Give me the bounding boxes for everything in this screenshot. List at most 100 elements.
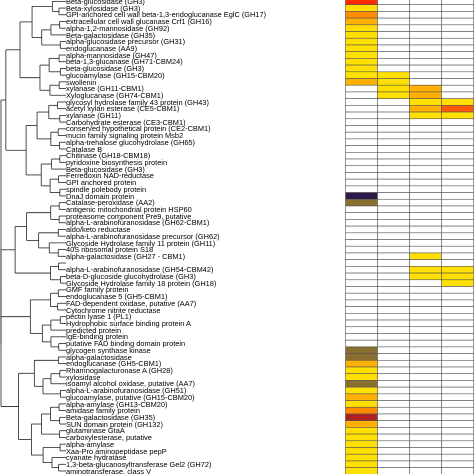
heatmap-cell (345, 266, 378, 274)
row-label: GMF family protein (66, 286, 129, 295)
row-label: glycogen synthase kinase (66, 346, 151, 355)
heatmap-cell (377, 333, 410, 341)
row-label: cyanate hydratase (66, 454, 127, 463)
row-label: Chitinase (GH18-CBM18) (66, 152, 151, 161)
heatmap-cell (345, 17, 378, 26)
heatmap-cell (377, 145, 410, 153)
row-label: IgE-binding protein (66, 333, 129, 342)
row-label: Beta-galactosidase (GH35) (66, 31, 156, 40)
heatmap-cell (377, 279, 410, 287)
heatmap-cell (345, 453, 378, 462)
heatmap-cell (345, 138, 378, 146)
heatmap-cell (409, 24, 442, 32)
heatmap-cell (441, 299, 474, 307)
heatmap-cell (441, 292, 474, 301)
heatmap-cell (345, 185, 378, 193)
heatmap-cell (441, 225, 474, 234)
heatmap-cell (345, 272, 378, 281)
heatmap-cell (345, 84, 378, 93)
heatmap-cell (377, 286, 410, 294)
heatmap-cell (377, 339, 410, 348)
heatmap-cell (345, 427, 378, 435)
heatmap-cell (441, 158, 474, 167)
heatmap-cell (345, 420, 378, 428)
heatmap-cell (377, 319, 410, 328)
heatmap-cell (441, 406, 474, 415)
heatmap-cell (441, 306, 474, 314)
row-label: GPI-anchored cell wall beta-1,3-endogluc… (66, 11, 267, 20)
heatmap-cell (377, 152, 410, 160)
heatmap-cell (409, 373, 442, 381)
row-label: glucoamylase (GH15-CBM20) (66, 71, 165, 80)
heatmap-cell (441, 366, 474, 375)
heatmap-cell (441, 131, 474, 140)
heatmap-cell (441, 326, 474, 334)
heatmap-cell (409, 400, 442, 408)
row-label: glycosyl hydrolase family 43 protein (GH… (66, 98, 209, 107)
heatmap-cell (377, 51, 410, 59)
heatmap-cell (409, 353, 442, 361)
heatmap-cell (409, 319, 442, 328)
row-label: Catalase B (66, 145, 103, 154)
heatmap-cell (377, 427, 410, 435)
heatmap-cell (441, 37, 474, 46)
heatmap-cell (377, 460, 410, 468)
heatmap-cell (409, 138, 442, 146)
heatmap-cell (377, 386, 410, 395)
heatmap-cell (345, 359, 378, 368)
heatmap-cell (345, 299, 378, 307)
heatmap-cell (409, 447, 442, 455)
row-label: amidase family protein (66, 407, 140, 416)
heatmap-cell (377, 219, 410, 227)
heatmap-cell (377, 346, 410, 354)
heatmap-cell (345, 198, 378, 207)
heatmap-cell (441, 333, 474, 341)
heatmap-cell (409, 219, 442, 227)
heatmap-cell (409, 37, 442, 46)
heatmap-cell (409, 185, 442, 193)
heatmap-cell (377, 326, 410, 334)
heatmap-cell (441, 239, 474, 247)
heatmap-cell (409, 105, 442, 113)
heatmap-cell (377, 125, 410, 133)
heatmap-cell (441, 138, 474, 146)
heatmap-cell (345, 98, 378, 106)
heatmap-cell (441, 420, 474, 428)
row-label: spindle polebody protein (66, 185, 147, 194)
heatmap-cell (441, 84, 474, 93)
heatmap-cell (345, 292, 378, 301)
heatmap-cell (377, 413, 410, 421)
heatmap-cell (441, 198, 474, 207)
heatmap-cell (409, 11, 442, 19)
heatmap-cell (441, 152, 474, 160)
heatmap-cell (441, 4, 474, 12)
heatmap-cell (377, 58, 410, 66)
row-label: Rhamnogalacturonase A (GH28) (66, 367, 173, 375)
row-label: Cytochrome nitrite reductase (66, 306, 161, 315)
row-label: alpha-glucosidase precursor (GH31) (66, 38, 186, 47)
heatmap-cell (377, 44, 410, 52)
heatmap-cell (409, 44, 442, 52)
heatmap-cell (377, 37, 410, 46)
row-label: Carbohydrate esterase (CE3-CBM1) (66, 118, 186, 127)
heatmap-cell (345, 111, 378, 120)
heatmap-cell (345, 212, 378, 220)
heatmap-cell (409, 0, 442, 6)
heatmap-cell (409, 393, 442, 401)
heatmap-cell (377, 98, 410, 106)
heatmap-cell (441, 17, 474, 26)
heatmap-cell (377, 232, 410, 240)
heatmap-cell (441, 192, 474, 200)
heatmap-grid (345, 0, 474, 474)
heatmap-cell (441, 24, 474, 32)
dendrogram (0, 0, 66, 472)
heatmap-cell (345, 178, 378, 187)
row-label: Xaa-Pro aminopeptidase pepP (66, 447, 167, 456)
heatmap-cell (377, 91, 410, 99)
heatmap-cell (345, 433, 378, 442)
row-label: alpha-L-arabinofuranosidase precursor (G… (66, 232, 220, 241)
heatmap-cell (345, 239, 378, 247)
heatmap-cell (377, 158, 410, 167)
heatmap-cell (377, 306, 410, 314)
heatmap-cell (409, 198, 442, 207)
